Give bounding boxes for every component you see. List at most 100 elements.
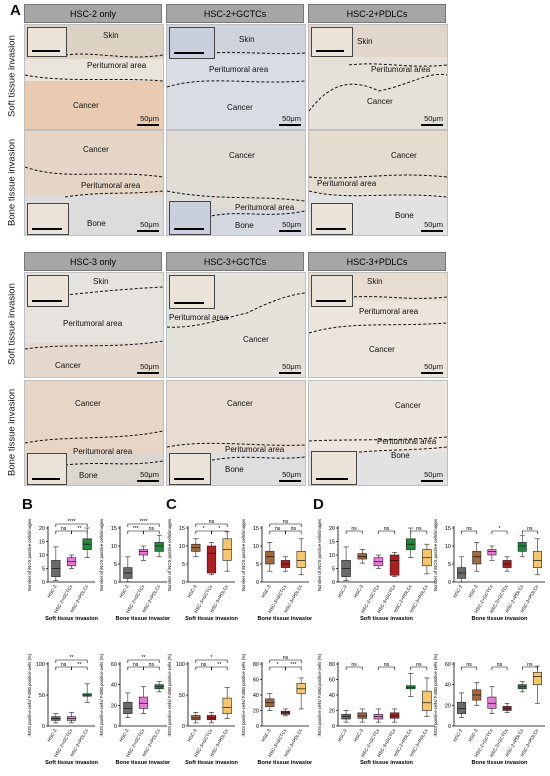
- y-axis-label: Number of iNOS positive cells/images: [317, 519, 322, 591]
- x-tick-label: HSC-2: [118, 728, 129, 743]
- label-peritumoral: Peritumoral area: [371, 65, 431, 74]
- significance-bracket: [285, 666, 302, 670]
- significance-bracket: [269, 523, 302, 527]
- x-axis-label: Bone tissue invasion: [472, 760, 529, 766]
- scale-bar-label: 50μm: [140, 114, 159, 123]
- label-cancer: Cancer: [83, 145, 109, 154]
- y-axis-label: Number of iNOS positive cells/images: [167, 519, 172, 591]
- significance-label: ns: [291, 526, 297, 532]
- row-label-soft-hsc2: Soft tissue invasion: [6, 35, 18, 117]
- significance-label: ns: [201, 662, 207, 668]
- y-tick-label: 40: [253, 693, 259, 699]
- significance-label: **: [77, 526, 81, 532]
- chart-c3: iNOS positive cells/ F4/80 positive cell…: [166, 648, 239, 771]
- label-cancer: Cancer: [227, 103, 253, 112]
- significance-bracket: [55, 659, 88, 663]
- significance-label: **: [77, 662, 81, 668]
- tissue-drawing: [25, 25, 163, 129]
- y-axis-label: iNOS positive cells/ F4/80 positive cell…: [167, 653, 172, 736]
- y-tick-label: 5: [448, 562, 451, 568]
- x-tick-label: HSC-3: [353, 728, 364, 743]
- inset-image: [311, 27, 353, 57]
- box: [154, 542, 164, 552]
- box: [389, 554, 400, 576]
- significance-label: ns: [275, 526, 281, 532]
- significance-bracket: [285, 530, 302, 534]
- significance-label: *: [210, 655, 212, 661]
- significance-label: ns: [283, 519, 289, 525]
- scale-bar: [421, 124, 443, 126]
- micrograph-hsc3-pdlc-bone: Cancer Peritumoral area Bone 50μm: [308, 380, 448, 486]
- scale-bar-label: 50μm: [424, 470, 443, 479]
- y-tick-label: 80: [329, 662, 335, 668]
- x-axis-label: Bone tissue invasion: [116, 760, 170, 766]
- x-tick-label: HSC-2: [337, 584, 348, 599]
- x-tick-label: HSC-2: [118, 584, 129, 599]
- scale-bar-label: 50μm: [424, 114, 443, 123]
- micrograph-hsc2-gctc-bone: Cancer Peritumoral area Bone 50μm: [166, 130, 306, 236]
- significance-label: ns: [527, 526, 533, 532]
- significance-label: ***: [290, 662, 296, 668]
- significance-bracket: [345, 666, 363, 670]
- y-tick-label: 40: [445, 683, 451, 689]
- y-tick-label: 15: [329, 540, 335, 546]
- scale-bar: [421, 372, 443, 374]
- micrograph-hsc3-gctc-soft: Peritumoral area Cancer 50μm: [166, 272, 306, 378]
- y-tick-label: 5: [114, 562, 117, 568]
- significance-label: ns: [416, 526, 422, 532]
- box: [472, 551, 482, 565]
- box: [532, 671, 542, 685]
- inset-scale-bar: [316, 478, 348, 480]
- scale-bar: [279, 124, 301, 126]
- box: [265, 551, 275, 565]
- label-cancer: Cancer: [229, 151, 255, 160]
- box: [138, 549, 149, 556]
- y-tick-label: 10: [39, 553, 45, 559]
- box: [389, 712, 400, 719]
- scale-bar-label: 50μm: [140, 362, 159, 371]
- significance-bracket: [461, 666, 478, 670]
- y-tick-label: 10: [111, 544, 117, 550]
- chart-svg: Number of iNOS positive cells/images 0 5 10…: [27, 519, 99, 622]
- x-axis-label: Soft tissue invasion: [185, 760, 238, 766]
- label-cancer: Cancer: [367, 97, 393, 106]
- significance-bracket: [127, 659, 160, 663]
- box: [222, 697, 232, 714]
- significance-label: ns: [497, 662, 503, 668]
- y-axis-label: iNOS positive cells/ F4/80 positive cell…: [241, 653, 246, 736]
- label-skin: Skin: [357, 37, 373, 46]
- label-cancer: Cancer: [73, 101, 99, 110]
- label-cancer: Cancer: [391, 151, 417, 160]
- y-tick-label: 5: [332, 567, 335, 573]
- y-tick-label: 15: [39, 540, 45, 546]
- significance-bracket: [211, 666, 228, 670]
- scale-bar: [279, 480, 301, 482]
- chart-d2: Number of iNOS positive cells/images 0 5 10…: [432, 512, 548, 627]
- inset-scale-bar: [32, 478, 60, 480]
- micrograph-hsc3-gctc-bone: Cancer Peritumoral area Bone 50μm: [166, 380, 306, 486]
- chart-svg: Number of iNOS positive cells/images 0 5 10…: [433, 519, 545, 622]
- label-peritumoral: Peritumoral area: [225, 445, 285, 454]
- chart-b3: iNOS positive cells/ F4/80 positive cell…: [26, 648, 99, 771]
- chart-svg: iNOS positive cells/ F4/80 positive cell…: [317, 653, 435, 766]
- inset-scale-bar: [316, 228, 346, 230]
- y-axis-label: Number of iNOS positive cells/images: [433, 519, 438, 591]
- y-tick-label: 60: [329, 678, 335, 684]
- significance-label: ns: [149, 662, 155, 668]
- inset-image: [27, 27, 67, 57]
- box: [487, 549, 497, 556]
- inset-scale-bar: [174, 302, 204, 304]
- significance-label: ns: [61, 662, 67, 668]
- chart-svg: iNOS positive cells/ F4/80 positive cell…: [241, 653, 314, 766]
- x-axis-label: Bone tissue invasion: [258, 760, 312, 766]
- chart-d3: iNOS positive cells/ F4/80 positive cell…: [316, 648, 438, 771]
- header-hsc2-only: HSC-2 only: [24, 4, 162, 23]
- inset-scale-bar: [32, 300, 62, 302]
- significance-bracket: [211, 530, 228, 534]
- y-tick-label: 5: [42, 567, 45, 573]
- significance-bracket: [491, 666, 508, 670]
- y-axis-label: iNOS positive cells/ F4/80 positive cell…: [317, 653, 322, 736]
- inset-image: [311, 451, 357, 485]
- header-hsc3-only: HSC-3 only: [24, 252, 162, 271]
- panel-letter-c: C: [166, 496, 177, 513]
